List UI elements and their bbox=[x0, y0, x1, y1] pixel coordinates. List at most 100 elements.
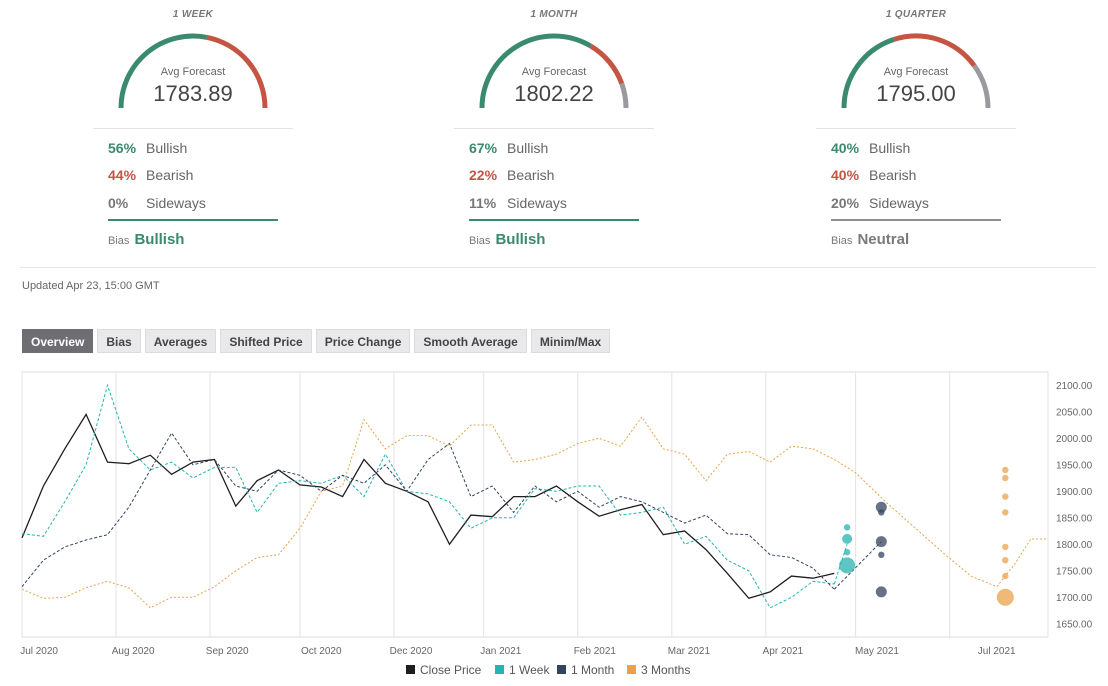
bearish-pct: 40% bbox=[831, 167, 860, 183]
forecast-dot-3-months[interactable] bbox=[1002, 557, 1009, 564]
legend-item[interactable]: 3 Months bbox=[627, 663, 690, 677]
forecast-dot-3-months[interactable] bbox=[1002, 572, 1009, 580]
sideways-pct: 11% bbox=[469, 195, 497, 211]
gauge-period: 1 QUARTER bbox=[885, 9, 947, 20]
tab-price-change[interactable]: Price Change bbox=[315, 329, 411, 353]
x-tick-label: May 2021 bbox=[855, 646, 899, 657]
forecast-dot-3-months[interactable] bbox=[1002, 509, 1009, 516]
bearish-stat: 22% Bearish bbox=[469, 167, 554, 183]
gauge-divider bbox=[816, 128, 1016, 129]
tab-shifted-price[interactable]: Shifted Price bbox=[220, 329, 312, 353]
gauge-caption: Avg Forecast bbox=[160, 66, 226, 78]
forecast-dot-3-months[interactable] bbox=[1002, 466, 1009, 474]
y-tick-label: 2000.00 bbox=[1056, 434, 1093, 445]
sideways-label: Sideways bbox=[507, 195, 567, 211]
series-line-close-price bbox=[21, 413, 835, 600]
bullish-stat: 67% Bullish bbox=[469, 140, 548, 156]
avg-forecast-value: 1783.89 bbox=[153, 81, 233, 106]
gauge-arc bbox=[118, 33, 268, 109]
forecast-bridge-1-month bbox=[833, 541, 882, 590]
x-tick-label: Oct 2020 bbox=[301, 646, 342, 657]
gauge-period: 1 MONTH bbox=[530, 9, 578, 20]
forecast-dot-3-months[interactable] bbox=[1002, 543, 1009, 551]
forecast-dot-3-months[interactable] bbox=[996, 588, 1014, 606]
forecast-chart: Jul 2020 Aug 2020 Sep 2020 Oct 2020 Dec 2020… bbox=[20, 371, 1093, 677]
gauge-bearish-segment bbox=[892, 33, 977, 68]
gauge-arc bbox=[841, 33, 991, 109]
gauge-divider bbox=[454, 128, 654, 129]
bullish-label: Bullish bbox=[146, 140, 188, 156]
tab-smooth-average[interactable]: Smooth Average bbox=[414, 329, 527, 353]
bias-rule bbox=[108, 219, 278, 221]
legend-swatch bbox=[495, 665, 504, 674]
gauge-bullish-segment bbox=[118, 33, 207, 109]
tab-bias[interactable]: Bias bbox=[97, 329, 141, 353]
forecast-dot-1-month[interactable] bbox=[878, 509, 885, 516]
bullish-stat: 40% Bullish bbox=[831, 140, 910, 156]
sideways-label: Sideways bbox=[869, 195, 929, 211]
bias: Bias Bullish bbox=[469, 231, 545, 248]
forecast-dot-1-week[interactable] bbox=[839, 557, 856, 574]
legend-label: Close Price bbox=[420, 663, 482, 677]
legend-label: 1 Month bbox=[571, 663, 614, 677]
legend-item[interactable]: 1 Week bbox=[495, 663, 550, 677]
bias-label: Bias bbox=[831, 235, 853, 247]
y-tick-label: 1650.00 bbox=[1056, 619, 1093, 630]
bullish-stat: 56% Bullish bbox=[108, 140, 187, 156]
plot-frame bbox=[21, 371, 1049, 638]
bullish-label: Bullish bbox=[507, 140, 549, 156]
bias-label: Bias bbox=[108, 235, 130, 247]
legend-item[interactable]: Close Price bbox=[406, 663, 482, 677]
tab-minim-max[interactable]: Minim/Max bbox=[530, 329, 611, 353]
bearish-label: Bearish bbox=[869, 167, 917, 183]
sideways-label: Sideways bbox=[146, 195, 206, 211]
legend-label: 1 Week bbox=[509, 663, 550, 677]
bias-value: Neutral bbox=[857, 231, 910, 248]
bullish-label: Bullish bbox=[869, 140, 911, 156]
gauge-bullish-segment bbox=[841, 37, 895, 109]
x-tick-label: Apr 2021 bbox=[763, 646, 804, 657]
forecast-dot-1-week[interactable] bbox=[843, 524, 851, 531]
x-tick-label: Aug 2020 bbox=[112, 646, 155, 657]
bias-label: Bias bbox=[469, 235, 491, 247]
gauge-bullish-segment bbox=[479, 33, 592, 109]
forecast-dot-3-months[interactable] bbox=[1002, 474, 1009, 482]
y-tick-label: 1950.00 bbox=[1056, 460, 1093, 471]
tab-averages[interactable]: Averages bbox=[144, 329, 217, 353]
y-tick-label: 1750.00 bbox=[1056, 566, 1093, 577]
x-tick-label: Jul 2020 bbox=[20, 646, 58, 657]
legend-item[interactable]: 1 Month bbox=[557, 663, 614, 677]
sideways-stat: 0% Sideways bbox=[108, 195, 206, 211]
forecast-bridge-3-months bbox=[834, 459, 1048, 588]
forecast-dot-1-month[interactable] bbox=[878, 551, 885, 558]
series-line-1-week bbox=[21, 383, 835, 609]
y-tick-label: 2100.00 bbox=[1056, 381, 1093, 392]
series-line-1-month bbox=[21, 432, 835, 590]
gauge-sideways-segment bbox=[619, 82, 629, 109]
gauge-arc bbox=[479, 33, 629, 109]
bullish-pct: 56% bbox=[108, 140, 137, 156]
forecast-dot-3-months[interactable] bbox=[1002, 493, 1009, 500]
x-tick-label: Sep 2020 bbox=[206, 646, 249, 657]
avg-forecast-value: 1795.00 bbox=[876, 81, 956, 106]
forecast-dot-1-month[interactable] bbox=[875, 586, 887, 598]
gauge-period: 1 WEEK bbox=[172, 9, 214, 20]
tab-overview[interactable]: Overview bbox=[22, 329, 94, 353]
bullish-pct: 67% bbox=[469, 140, 498, 156]
forecast-dot-1-month[interactable] bbox=[875, 536, 887, 548]
bearish-pct: 22% bbox=[469, 167, 498, 183]
gauge-bearish-segment bbox=[206, 34, 268, 109]
x-tick-label: Jan 2021 bbox=[480, 646, 522, 657]
legend-swatch bbox=[627, 665, 636, 674]
legend-label: 3 Months bbox=[641, 663, 690, 677]
forecast-dot-1-week[interactable] bbox=[842, 533, 853, 544]
chart-tabs: Overview Bias Averages Shifted Price Pri… bbox=[22, 329, 611, 353]
forecast-dot-1-week[interactable] bbox=[843, 549, 851, 556]
sideways-pct: 0% bbox=[108, 195, 129, 211]
forecast-dot-1-month[interactable] bbox=[875, 501, 887, 513]
x-tick-label: Jul 2021 bbox=[978, 646, 1016, 657]
bearish-label: Bearish bbox=[146, 167, 194, 183]
gauge-caption: Avg Forecast bbox=[883, 66, 949, 78]
updated-timestamp: Updated Apr 23, 15:00 GMT bbox=[22, 280, 160, 292]
bias-rule bbox=[831, 219, 1001, 221]
